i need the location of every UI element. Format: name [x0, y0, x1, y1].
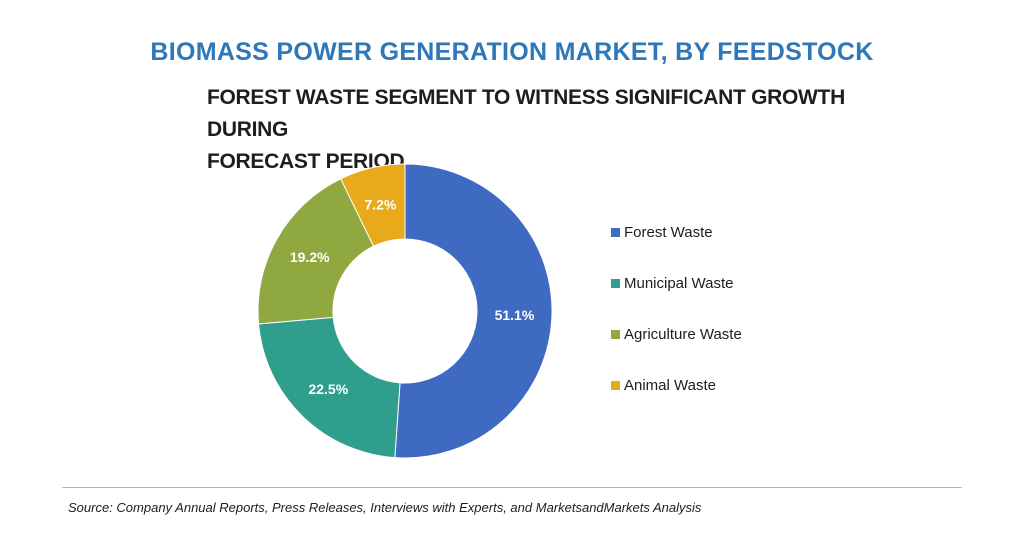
legend-item-agriculture-waste: Agriculture Waste: [611, 326, 742, 343]
donut-slice-labels: 51.1% 22.5% 19.2% 7.2%: [290, 196, 535, 397]
source-note: Source: Company Annual Reports, Press Re…: [68, 500, 702, 515]
legend-swatch-animal-waste: [611, 381, 620, 390]
legend-swatch-agriculture-waste: [611, 330, 620, 339]
slice-label-agriculture-waste: 19.2%: [290, 249, 330, 265]
source-divider: [62, 487, 962, 488]
chart-title: BIOMASS POWER GENERATION MARKET, BY FEED…: [150, 38, 874, 66]
legend-item-animal-waste: Animal Waste: [611, 377, 716, 394]
legend-label-municipal-waste: Municipal Waste: [624, 275, 734, 292]
slice-label-forest-waste: 51.1%: [495, 307, 535, 323]
legend-label-agriculture-waste: Agriculture Waste: [624, 326, 742, 343]
legend-label-forest-waste: Forest Waste: [624, 224, 713, 241]
slice-forest-waste: [394, 163, 553, 459]
legend-item-forest-waste: Forest Waste: [611, 224, 713, 241]
donut-slices: [257, 163, 553, 459]
legend-label-animal-waste: Animal Waste: [624, 377, 716, 394]
slice-animal-waste: [340, 163, 406, 247]
chart-subtitle: FOREST WASTE SEGMENT TO WITNESS SIGNIFIC…: [207, 82, 907, 178]
slice-label-animal-waste: 7.2%: [364, 196, 396, 212]
slice-label-municipal-waste: 22.5%: [308, 381, 348, 397]
chart-subtitle-line-2: FORECAST PERIOD: [207, 150, 405, 173]
legend-swatch-forest-waste: [611, 228, 620, 237]
slice-municipal-waste: [258, 316, 401, 459]
slice-agriculture-waste: [257, 178, 375, 325]
legend-swatch-municipal-waste: [611, 279, 620, 288]
legend-item-municipal-waste: Municipal Waste: [611, 275, 733, 292]
chart-subtitle-line-1: FOREST WASTE SEGMENT TO WITNESS SIGNIFIC…: [207, 86, 845, 141]
